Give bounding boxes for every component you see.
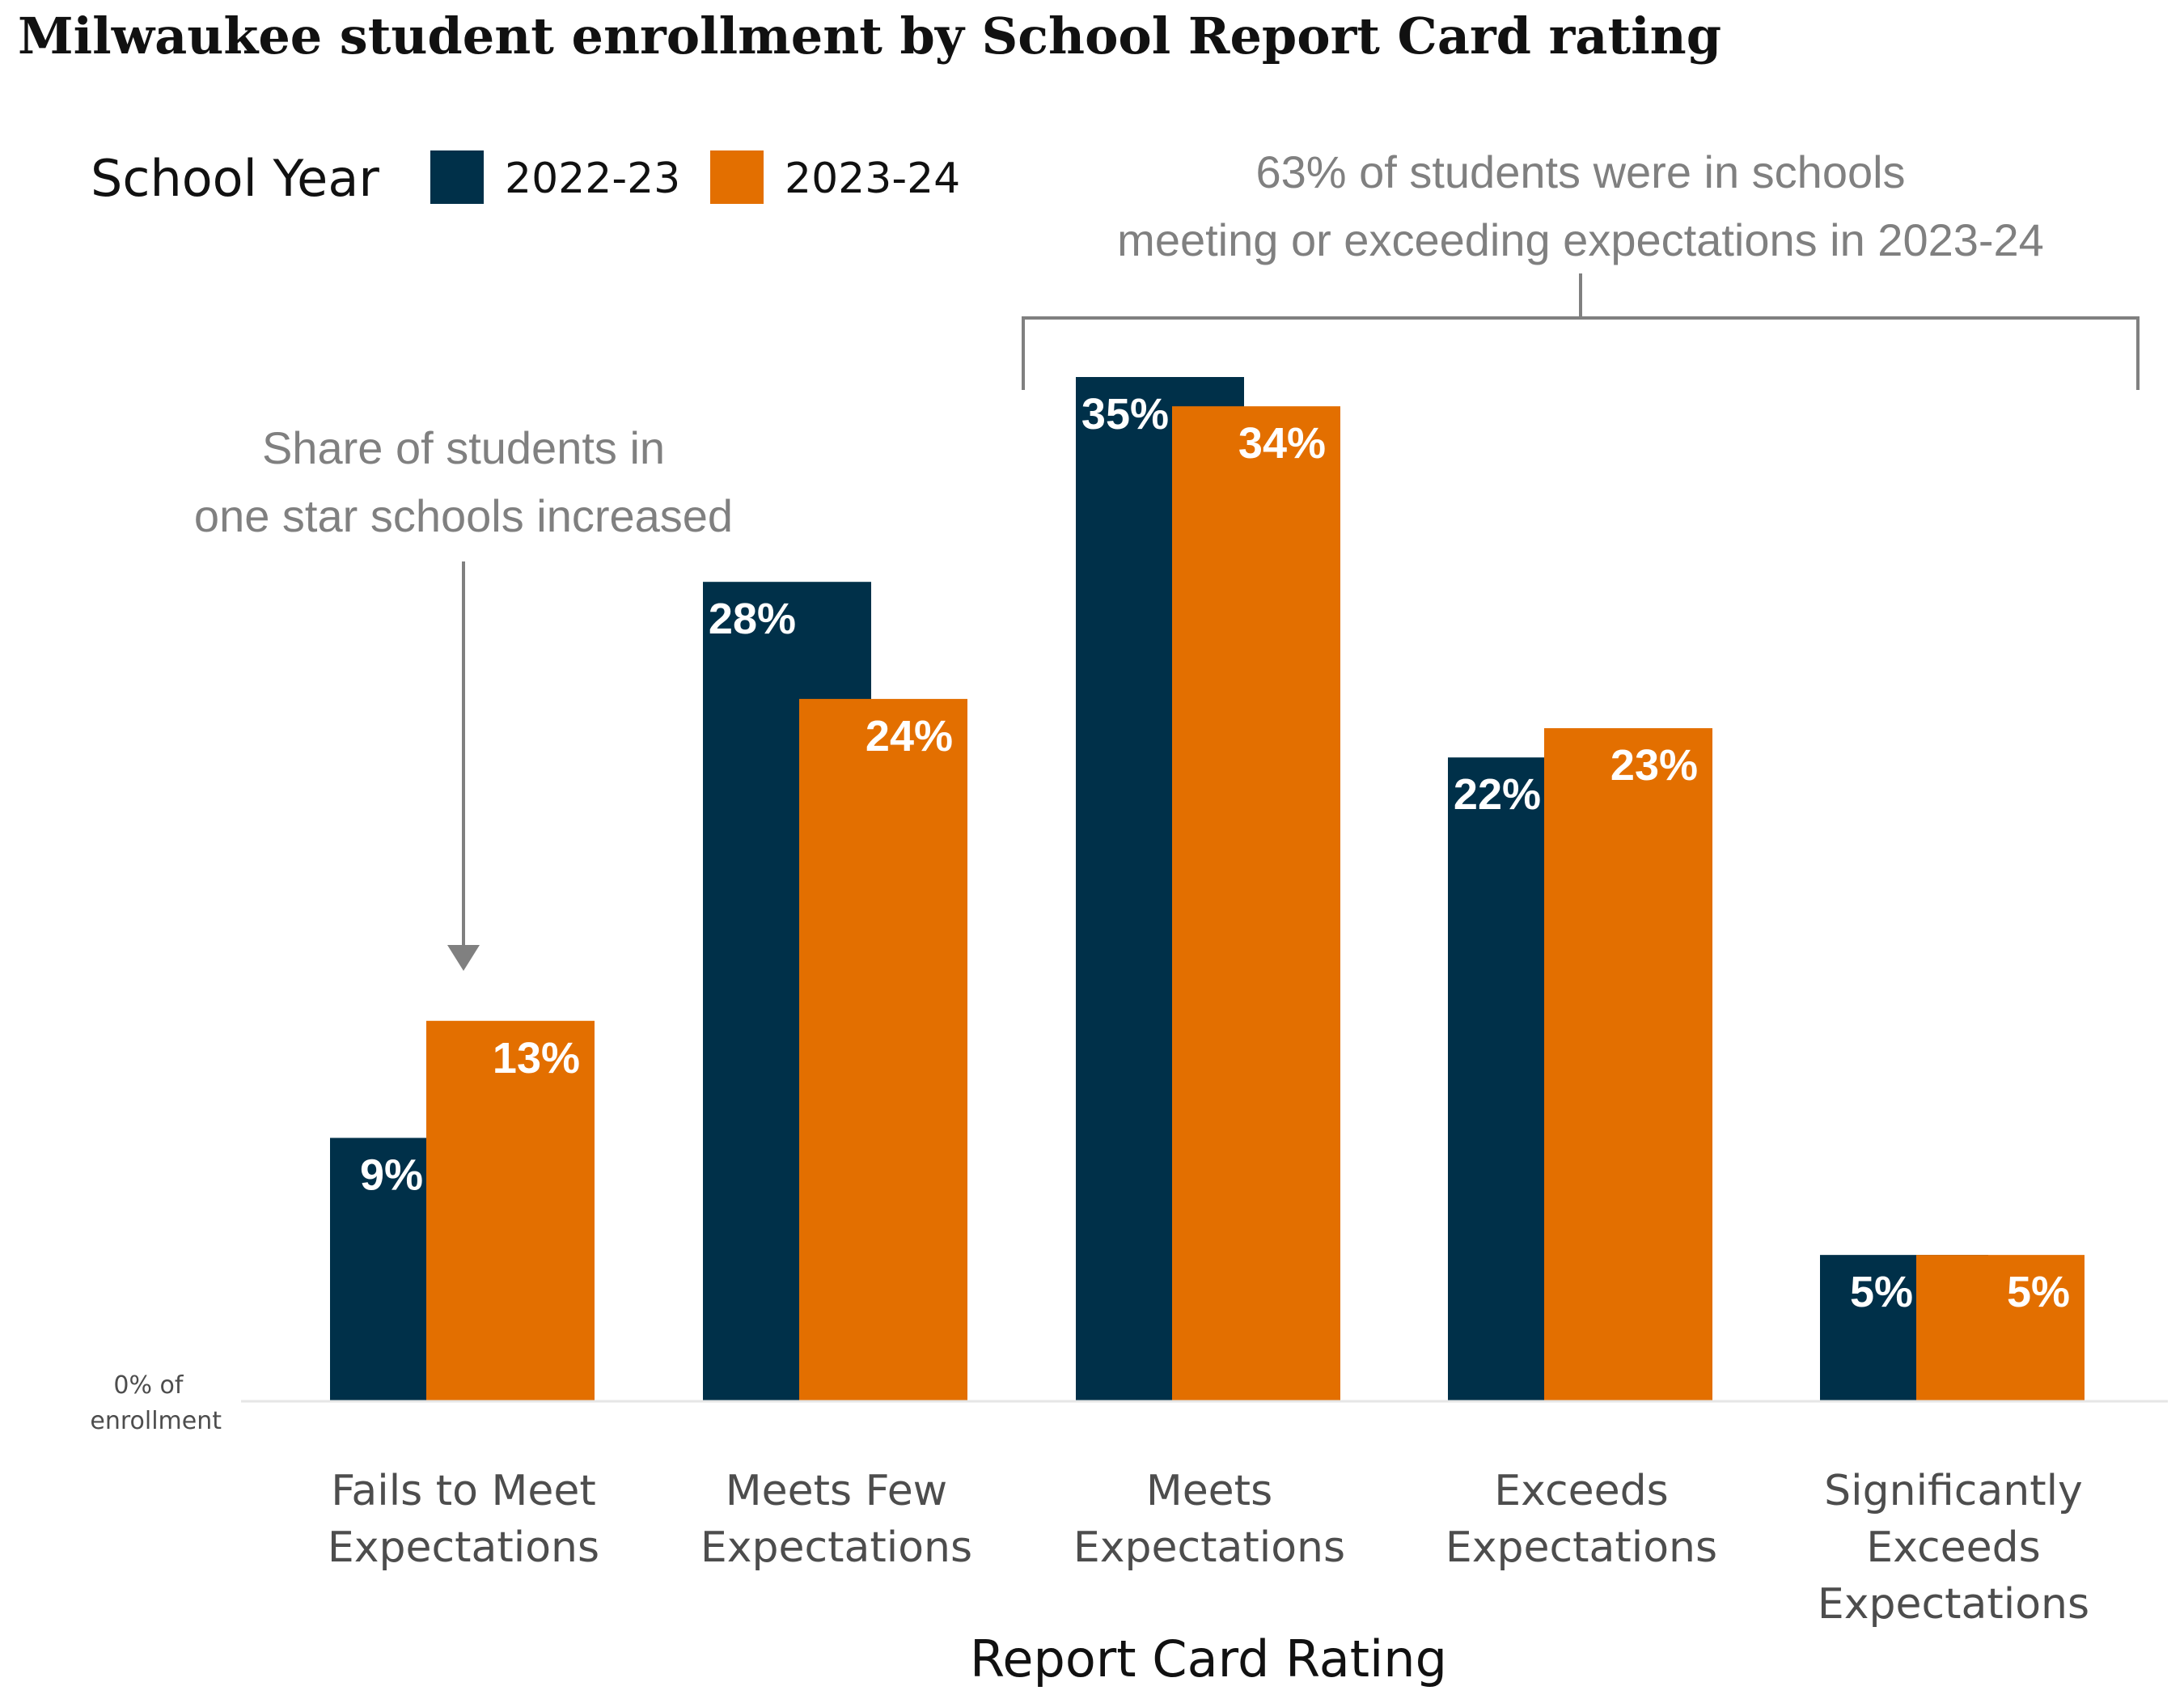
x-axis-title: Report Card Rating <box>970 1629 1447 1688</box>
annotation-bracket-group: 63% of students were in schools meeting … <box>1022 146 2140 390</box>
category-label-line: Fails to Meet <box>331 1467 596 1515</box>
bar-2023-24-cat-2 <box>1172 406 1340 1402</box>
category-label-1: Meets Few Expectations <box>700 1467 972 1572</box>
category-label-line: Exceeds <box>1494 1467 1668 1515</box>
category-label-line: Expectations <box>1818 1580 2089 1629</box>
bar-2023-24-cat-3 <box>1544 728 1712 1401</box>
bar-label-2022-23-cat-0: 9% <box>360 1150 423 1199</box>
category-label-2: Meets Expectations <box>1073 1467 1345 1572</box>
legend: School Year 2022-23 2023-24 <box>91 149 960 208</box>
category-label-line: Expectations <box>328 1523 599 1572</box>
bar-2023-24-cat-0 <box>426 1020 595 1401</box>
bar-label-2023-24-cat-4: 5% <box>2007 1268 2070 1316</box>
category-label-3: Exceeds Expectations <box>1445 1467 1717 1572</box>
annotation-text-line: one star schools increased <box>194 490 733 541</box>
bar-label-2022-23-cat-2: 35% <box>1081 390 1169 439</box>
category-label-line: Exceeds <box>1866 1523 2040 1572</box>
category-label-line: Meets <box>1146 1467 1272 1515</box>
category-label-line: Expectations <box>700 1523 972 1572</box>
legend-label-2023-24: 2023-24 <box>785 155 960 203</box>
bar-labels: 9% 13% 28% 24% 35% 34% 22% 23% 5% 5% <box>360 390 2070 1316</box>
category-labels: Fails to Meet Expectations Meets Few Expect… <box>328 1467 2089 1629</box>
legend-swatch-2023-24 <box>710 150 764 204</box>
bar-label-2023-24-cat-1: 24% <box>866 712 953 761</box>
category-label-line: Expectations <box>1445 1523 1717 1572</box>
annotation-arrow-group: Share of students in one star schools in… <box>194 422 733 971</box>
bar-label-2023-24-cat-2: 34% <box>1238 419 1326 468</box>
annotation-arrow-head <box>447 945 480 971</box>
annotation-text-line: Share of students in <box>262 422 665 473</box>
annotation-text-line: meeting or exceeding expectations in 202… <box>1117 214 2044 265</box>
category-label-4: Significantly Exceeds Expectations <box>1818 1467 2089 1629</box>
zero-label-line: enrollment <box>90 1407 222 1435</box>
bar-label-2022-23-cat-4: 5% <box>1850 1268 1913 1316</box>
annotation-bracket <box>1022 273 2140 390</box>
bar-label-2023-24-cat-0: 13% <box>493 1034 580 1083</box>
bars <box>330 377 2085 1402</box>
category-label-line: Significantly <box>1824 1467 2083 1515</box>
legend-title: School Year <box>91 149 379 208</box>
legend-swatch-2022-23 <box>430 150 484 204</box>
bar-2023-24-cat-1 <box>799 698 967 1401</box>
bar-label-2023-24-cat-3: 23% <box>1610 741 1698 790</box>
category-label-line: Meets Few <box>726 1467 947 1515</box>
legend-label-2022-23: 2022-23 <box>505 155 680 203</box>
zero-label: 0% of enrollment <box>90 1371 222 1435</box>
category-label-0: Fails to Meet Expectations <box>328 1467 599 1572</box>
bar-2023-24-cat-4 <box>1916 1255 2085 1401</box>
zero-label-line: 0% of <box>113 1371 184 1400</box>
bar-label-2022-23-cat-3: 22% <box>1454 770 1541 819</box>
chart-title: Milwaukee student enrollment by School R… <box>18 6 1721 66</box>
bar-label-2022-23-cat-1: 28% <box>709 595 796 643</box>
category-label-line: Expectations <box>1073 1523 1345 1572</box>
annotation-text-line: 63% of students were in schools <box>1255 146 1905 197</box>
